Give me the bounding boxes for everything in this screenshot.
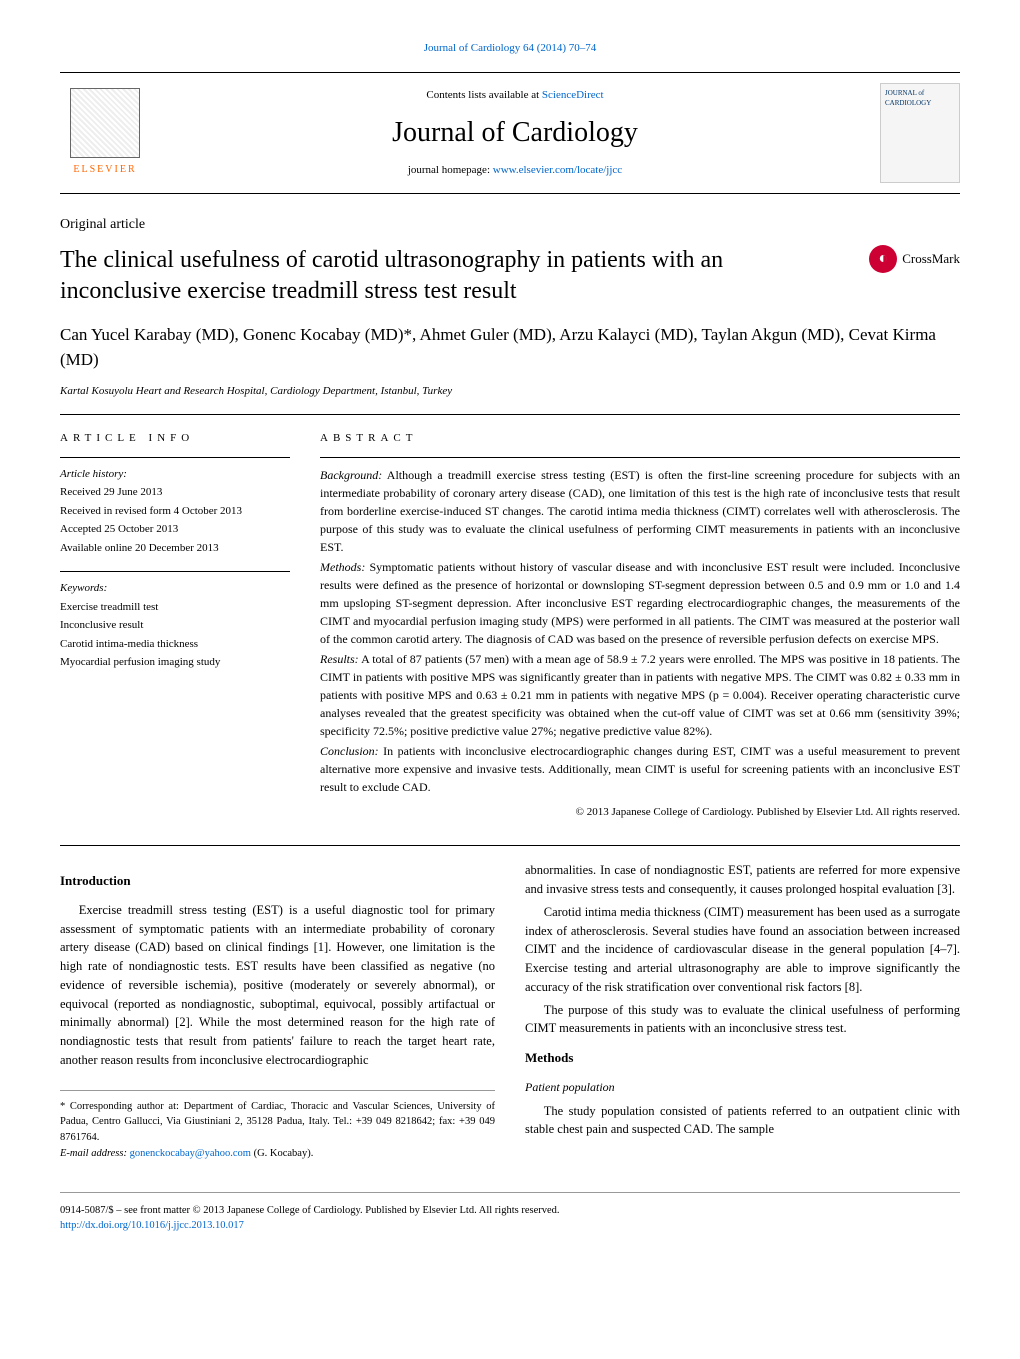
doi-link[interactable]: http://dx.doi.org/10.1016/j.jjcc.2013.10… bbox=[60, 1220, 244, 1231]
results-label: Results: bbox=[320, 652, 359, 666]
article-history: Article history: Received 29 June 2013 R… bbox=[60, 457, 290, 557]
journal-citation[interactable]: Journal of Cardiology 64 (2014) 70–74 bbox=[60, 40, 960, 57]
info-heading: ARTICLE INFO bbox=[60, 430, 290, 447]
publisher-name: ELSEVIER bbox=[73, 162, 136, 177]
crossmark-badge[interactable]: CrossMark bbox=[869, 245, 960, 273]
homepage-line: journal homepage: www.elsevier.com/locat… bbox=[170, 162, 860, 179]
article-title: The clinical usefulness of carotid ultra… bbox=[60, 245, 849, 307]
title-row: The clinical usefulness of carotid ultra… bbox=[60, 245, 960, 307]
elsevier-tree-icon bbox=[70, 88, 140, 158]
patient-pop-heading: Patient population bbox=[525, 1078, 960, 1096]
abstract-column: ABSTRACT Background: Although a treadmil… bbox=[320, 430, 960, 820]
homepage-prefix: journal homepage: bbox=[408, 164, 493, 176]
body-columns: Introduction Exercise treadmill stress t… bbox=[60, 861, 960, 1161]
info-abstract-row: ARTICLE INFO Article history: Received 2… bbox=[60, 430, 960, 820]
keyword: Exercise treadmill test bbox=[60, 599, 290, 616]
keywords-label: Keywords: bbox=[60, 580, 290, 597]
abstract-body: Background: Although a treadmill exercis… bbox=[320, 457, 960, 821]
journal-cover[interactable]: JOURNAL of CARDIOLOGY bbox=[880, 83, 960, 183]
crossmark-icon bbox=[869, 245, 897, 273]
background-label: Background: bbox=[320, 468, 382, 482]
contents-line: Contents lists available at ScienceDirec… bbox=[170, 87, 860, 104]
conclusion-text: In patients with inconclusive electrocar… bbox=[320, 744, 960, 794]
divider bbox=[60, 414, 960, 415]
received-date: Received 29 June 2013 bbox=[60, 484, 290, 501]
journal-title: Journal of Cardiology bbox=[170, 112, 860, 154]
journal-header: ELSEVIER Contents lists available at Sci… bbox=[60, 72, 960, 194]
methods-label: Methods: bbox=[320, 560, 365, 574]
homepage-link[interactable]: www.elsevier.com/locate/jjcc bbox=[493, 164, 622, 176]
article-info: ARTICLE INFO Article history: Received 2… bbox=[60, 430, 290, 820]
keyword: Inconclusive result bbox=[60, 617, 290, 634]
intro-paragraph: The purpose of this study was to evaluat… bbox=[525, 1001, 960, 1039]
keywords-block: Keywords: Exercise treadmill test Inconc… bbox=[60, 571, 290, 671]
corresp-email-link[interactable]: gonenckocabay@yahoo.com bbox=[130, 1148, 251, 1159]
page-footer: 0914-5087/$ – see front matter © 2013 Ja… bbox=[60, 1192, 960, 1235]
contents-prefix: Contents lists available at bbox=[426, 89, 541, 101]
authors: Can Yucel Karabay (MD), Gonenc Kocabay (… bbox=[60, 322, 960, 373]
results-text: A total of 87 patients (57 men) with a m… bbox=[320, 652, 960, 738]
methods-heading: Methods bbox=[525, 1048, 960, 1068]
methods-paragraph: The study population consisted of patien… bbox=[525, 1102, 960, 1140]
accepted-date: Accepted 25 October 2013 bbox=[60, 521, 290, 538]
online-date: Available online 20 December 2013 bbox=[60, 540, 290, 557]
crossmark-label: CrossMark bbox=[902, 249, 960, 269]
publisher-logo[interactable]: ELSEVIER bbox=[60, 83, 150, 183]
body-section: Introduction Exercise treadmill stress t… bbox=[60, 845, 960, 1161]
corresponding-author: * Corresponding author at: Department of… bbox=[60, 1090, 495, 1162]
email-suffix: (G. Kocabay). bbox=[251, 1148, 313, 1159]
affiliation: Kartal Kosuyolu Heart and Research Hospi… bbox=[60, 383, 960, 400]
sciencedirect-link[interactable]: ScienceDirect bbox=[542, 89, 604, 101]
intro-heading: Introduction bbox=[60, 871, 495, 891]
keyword: Myocardial perfusion imaging study bbox=[60, 654, 290, 671]
abstract-heading: ABSTRACT bbox=[320, 430, 960, 447]
keyword: Carotid intima-media thickness bbox=[60, 636, 290, 653]
intro-paragraph: abnormalities. In case of nondiagnostic … bbox=[525, 861, 960, 899]
conclusion-label: Conclusion: bbox=[320, 744, 379, 758]
intro-paragraph: Exercise treadmill stress testing (EST) … bbox=[60, 901, 495, 1070]
intro-paragraph: Carotid intima media thickness (CIMT) me… bbox=[525, 903, 960, 997]
revised-date: Received in revised form 4 October 2013 bbox=[60, 503, 290, 520]
header-center: Contents lists available at ScienceDirec… bbox=[170, 87, 860, 178]
email-label: E-mail address: bbox=[60, 1148, 130, 1159]
methods-text: Symptomatic patients without history of … bbox=[320, 560, 960, 646]
cover-title: JOURNAL of CARDIOLOGY bbox=[881, 84, 959, 113]
background-text: Although a treadmill exercise stress tes… bbox=[320, 468, 960, 554]
article-type: Original article bbox=[60, 214, 960, 235]
corresp-text: * Corresponding author at: Department of… bbox=[60, 1099, 495, 1146]
abstract-copyright: © 2013 Japanese College of Cardiology. P… bbox=[320, 804, 960, 821]
footer-copyright: 0914-5087/$ – see front matter © 2013 Ja… bbox=[60, 1203, 960, 1219]
history-label: Article history: bbox=[60, 466, 290, 483]
